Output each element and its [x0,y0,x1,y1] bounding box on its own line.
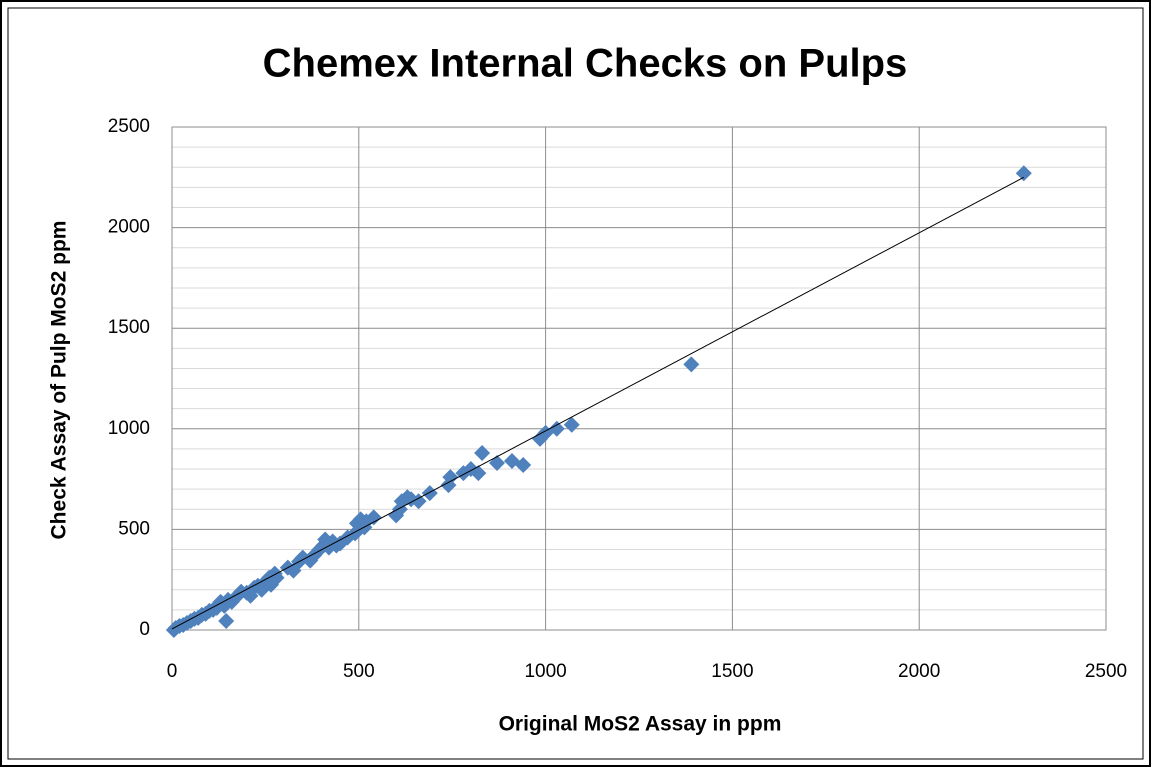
x-tick-label: 1500 [711,661,753,682]
point [218,612,235,629]
point [474,444,491,461]
point [563,416,580,433]
x-tick-label: 2500 [1085,661,1127,682]
point [515,457,532,474]
point [442,469,459,486]
y-tick-label: 1500 [108,317,150,338]
y-tick-label: 2000 [108,217,150,238]
x-tick-label: 2000 [898,661,940,682]
point [268,569,285,586]
y-tick-label: 1000 [108,418,150,439]
trendline [171,176,1025,630]
point [421,485,438,502]
point [683,356,700,373]
y-tick-label: 2500 [108,116,150,137]
y-tick-label: 500 [118,518,150,539]
point [365,509,382,526]
point [1015,165,1032,182]
plot-border [171,126,1107,631]
y-tick-label: 0 [139,619,150,640]
chart-title: Chemex Internal Checks on Pulps [263,42,908,86]
x-axis-title: Original MoS2 Assay in ppm [499,713,782,736]
point [410,493,427,510]
x-tick-label: 0 [167,661,178,682]
x-tick-label: 1000 [524,661,566,682]
point [548,420,565,437]
chart-border [7,7,1144,760]
y-axis-title: Check Assay of Pulp MoS2 ppm [48,221,71,540]
x-tick-label: 500 [343,661,375,682]
